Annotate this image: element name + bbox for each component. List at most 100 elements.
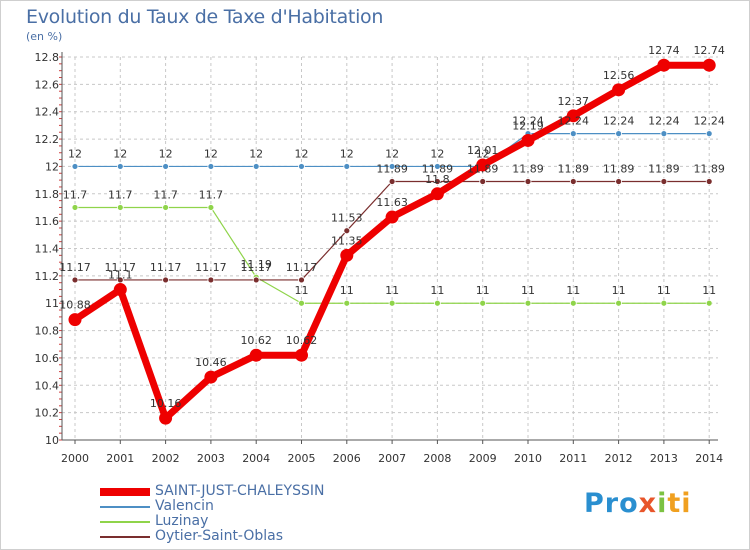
data-label-oytier-saint-oblas: 11.89 — [422, 162, 454, 175]
legend-label-valencin: Valencin — [155, 498, 214, 514]
point-luzinay — [524, 299, 532, 307]
legend-swatch-luzinay — [100, 521, 150, 523]
data-label-valencin: 12 — [295, 147, 309, 160]
legend-label-saint-just: SAINT-JUST-CHALEYSSIN — [155, 483, 325, 499]
data-label-luzinay: 11.7 — [108, 188, 133, 201]
point-oytier-saint-oblas — [569, 178, 577, 185]
point-saint-just-chaleyssin — [113, 283, 127, 297]
data-label-luzinay: 11 — [521, 284, 535, 297]
data-label-oytier-saint-oblas: 11.17 — [59, 261, 91, 274]
point-valencin — [615, 130, 622, 138]
point-saint-just-chaleyssin — [612, 83, 626, 97]
point-saint-just-chaleyssin — [521, 133, 535, 147]
data-label-valencin: 12 — [113, 147, 127, 160]
point-valencin — [162, 163, 170, 170]
data-label-saint-just-chaleyssin: 12.37 — [558, 95, 590, 108]
grid-lines — [62, 56, 718, 441]
point-saint-just-chaleyssin — [159, 411, 173, 425]
point-luzinay — [705, 299, 713, 307]
x-tick-label: 2007 — [378, 452, 406, 465]
point-luzinay — [343, 299, 351, 307]
data-label-valencin: 12.24 — [693, 115, 725, 128]
data-label-luzinay: 11 — [295, 284, 309, 297]
y-tick-label: 11.4 — [35, 243, 60, 256]
data-label-valencin: 12 — [68, 147, 82, 160]
point-oytier-saint-oblas — [705, 178, 713, 185]
y-tick-label: 11.2 — [35, 270, 60, 283]
point-luzinay — [479, 299, 487, 307]
data-label-oytier-saint-oblas: 11.89 — [603, 162, 635, 175]
point-oytier-saint-oblas — [116, 276, 124, 284]
data-label-luzinay: 11 — [476, 284, 490, 297]
y-tick-label: 11 — [45, 297, 59, 310]
x-tick-label: 2013 — [650, 452, 678, 465]
point-luzinay — [615, 299, 622, 307]
data-label-luzinay: 11.19 — [240, 258, 272, 271]
point-luzinay — [116, 204, 124, 211]
data-label-oytier-saint-oblas: 11.17 — [150, 261, 182, 274]
point-oytier-saint-oblas — [388, 178, 396, 185]
point-saint-just-chaleyssin — [249, 348, 263, 362]
y-tick-label: 12.6 — [35, 78, 60, 91]
point-luzinay — [162, 204, 170, 211]
point-luzinay — [433, 299, 441, 307]
point-oytier-saint-oblas — [71, 276, 79, 284]
data-label-saint-just-chaleyssin: 11.63 — [376, 196, 408, 209]
point-oytier-saint-oblas — [479, 178, 487, 185]
data-label-saint-just-chaleyssin: 10.88 — [59, 299, 91, 312]
x-tick-label: 2006 — [333, 452, 361, 465]
y-tick-label: 10.8 — [35, 325, 60, 338]
y-tick-label: 12.8 — [35, 51, 60, 64]
x-tick-label: 2012 — [605, 452, 633, 465]
point-saint-just-chaleyssin — [702, 58, 716, 72]
y-tick-label: 10.6 — [35, 352, 60, 365]
y-tick-label: 12 — [45, 160, 59, 173]
data-label-valencin: 12 — [204, 147, 218, 160]
data-label-oytier-saint-oblas: 11.89 — [467, 162, 499, 175]
x-tick-label: 2000 — [61, 452, 89, 465]
y-tick-label: 10.4 — [35, 379, 60, 392]
data-label-saint-just-chaleyssin: 11.35 — [331, 234, 363, 247]
x-tick-label: 2002 — [152, 452, 180, 465]
data-label-luzinay: 11 — [430, 284, 444, 297]
data-label-luzinay: 11.7 — [153, 188, 178, 201]
point-oytier-saint-oblas — [252, 276, 260, 284]
point-saint-just-chaleyssin — [295, 348, 308, 362]
point-valencin — [343, 163, 351, 170]
data-label-valencin: 12.24 — [603, 115, 635, 128]
point-valencin — [207, 163, 215, 170]
point-valencin — [660, 130, 668, 138]
data-label-luzinay: 11 — [702, 284, 716, 297]
point-saint-just-chaleyssin — [566, 109, 580, 123]
data-label-luzinay: 11 — [566, 284, 580, 297]
point-valencin — [388, 163, 396, 170]
y-tick-label: 11.6 — [35, 215, 60, 228]
point-saint-just-chaleyssin — [340, 248, 354, 262]
axes: 1010.210.410.610.81111.211.411.611.81212… — [35, 51, 724, 465]
series-lines — [68, 58, 716, 425]
legend-swatch-saint-just — [100, 488, 150, 496]
point-oytier-saint-oblas — [660, 178, 668, 185]
data-label-oytier-saint-oblas: 11.17 — [240, 261, 272, 274]
x-tick-label: 2008 — [423, 452, 451, 465]
point-luzinay — [207, 204, 215, 211]
point-valencin — [252, 163, 260, 170]
x-tick-label: 2005 — [288, 452, 316, 465]
point-luzinay — [388, 299, 396, 307]
x-tick-label: 2001 — [106, 452, 134, 465]
data-label-saint-just-chaleyssin: 12.19 — [512, 119, 544, 132]
point-oytier-saint-oblas — [343, 227, 351, 235]
data-label-valencin: 12 — [249, 147, 263, 160]
data-labels: 12 12 12 12 12 12 12 12 12 12 12.24 12.24 12.24 12.24… — [59, 44, 725, 410]
point-luzinay — [660, 299, 668, 307]
point-valencin — [569, 130, 577, 138]
legend-label-luzinay: Luzinay — [155, 513, 209, 529]
data-label-saint-just-chaleyssin: 11.8 — [425, 173, 450, 186]
y-tick-label: 11.8 — [35, 188, 60, 201]
data-label-oytier-saint-oblas: 11.89 — [648, 162, 680, 175]
x-tick-label: 2011 — [559, 452, 587, 465]
data-label-luzinay: 11 — [657, 284, 671, 297]
data-label-oytier-saint-oblas: 11.89 — [693, 162, 725, 175]
data-label-oytier-saint-oblas: 11.17 — [286, 261, 318, 274]
x-tick-label: 2010 — [514, 452, 542, 465]
